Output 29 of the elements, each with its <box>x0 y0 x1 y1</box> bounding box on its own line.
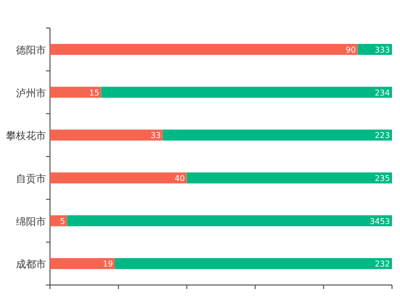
data-label: 19 <box>102 260 113 269</box>
y-tick-label: 成都市 <box>16 258 46 271</box>
annotation: 234 <box>374 88 390 98</box>
annotation: 232 <box>374 260 390 269</box>
data-label: 33 <box>150 131 161 140</box>
bar <box>50 215 68 226</box>
bar <box>50 258 115 270</box>
bar <box>162 130 392 141</box>
y-tick-label: 攀枝花市 <box>6 130 46 142</box>
bar <box>50 172 187 184</box>
bar <box>50 44 358 55</box>
bar <box>50 130 163 141</box>
annotation: 3453 <box>370 216 390 226</box>
y-tick-label: 绵阳市 <box>16 216 46 228</box>
data-label: 15 <box>89 88 100 98</box>
bar <box>50 86 102 98</box>
data-label: 90 <box>346 45 356 54</box>
annotation: 333 <box>374 45 390 54</box>
bar <box>101 86 392 98</box>
data-label: 5 <box>60 216 66 226</box>
bar <box>67 215 392 226</box>
y-tick-label: 自贡市 <box>16 172 46 185</box>
bar <box>114 258 392 270</box>
bar <box>186 172 392 184</box>
annotation: 235 <box>374 174 390 183</box>
y-tick-label: 德阳市 <box>16 44 46 56</box>
y-tick-label: 泸州市 <box>16 87 46 100</box>
data-label: 40 <box>174 174 185 183</box>
annotation: 223 <box>374 131 390 140</box>
